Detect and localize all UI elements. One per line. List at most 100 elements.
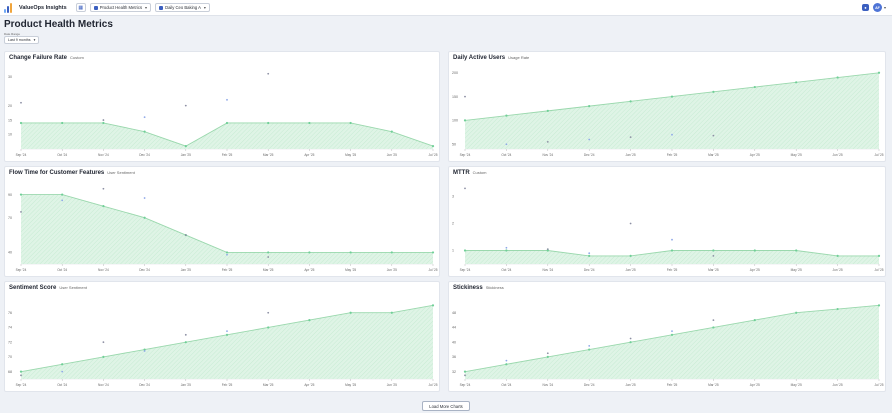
x-tick-label: Dec '24 [139, 268, 150, 272]
series-point [143, 348, 146, 351]
series-point [19, 193, 23, 196]
chart-subtitle: Custom [472, 170, 487, 175]
series-point [308, 318, 311, 322]
scatter-point [20, 101, 22, 104]
scatter-point [184, 333, 187, 336]
series-point [184, 145, 187, 148]
date-range-select[interactable]: Last 9 months ▾ [4, 36, 40, 44]
series-point [431, 145, 435, 148]
chart-subtitle: Custom [70, 55, 84, 60]
scatter-point [226, 98, 228, 101]
series-area [21, 194, 433, 264]
y-tick-label: 90 [8, 193, 12, 197]
x-tick-label: Jul '25 [428, 383, 437, 387]
scatter-point [464, 374, 466, 377]
chart-panel-mttr: MTTR Custom 1 2 3 Sep '24 Oct '24 Nov '24 Dec '… [448, 166, 886, 277]
x-tick-label: Mar '25 [708, 153, 719, 157]
load-more-button[interactable]: Load More Charts [422, 401, 470, 411]
chart-title: Sentiment Score User Sentiment [9, 285, 87, 291]
scatter-point [588, 252, 591, 255]
chart-svg: 68 70 72 74 76 Sep '24 Oct '24 Nov '24 Dec '24 Ja… [8, 304, 438, 387]
chevron-down-icon[interactable]: ▾ [883, 5, 886, 10]
x-tick-label: Feb '25 [667, 268, 678, 272]
series-point [463, 249, 467, 252]
chart-subtitle: Stickiness [485, 285, 504, 290]
x-tick-label: Jun '25 [833, 383, 843, 387]
series-point [877, 304, 881, 307]
scatter-point [712, 134, 715, 137]
x-tick-label: Nov '24 [98, 383, 109, 387]
chart-panel-change-failure-rate: Change Failure Rate Custom 10 15 20 30 Sep '2… [4, 51, 440, 162]
series-point [588, 348, 591, 351]
x-tick-label: May '25 [791, 383, 802, 387]
scatter-point [20, 374, 22, 377]
app-logo-icon[interactable] [4, 2, 14, 13]
series-point [629, 254, 632, 257]
notifications-icon[interactable]: ● [861, 4, 869, 11]
scatter-point [267, 72, 270, 75]
chart-title-text: Sentiment Score [9, 285, 57, 291]
scatter-point [102, 187, 105, 190]
y-tick-label: 3 [452, 195, 454, 199]
team-select-label: Daily Ceo Baking A [165, 5, 201, 10]
x-tick-label: Jun '25 [387, 383, 397, 387]
chart-panel-sentiment-score: Sentiment Score User Sentiment 68 70 72 74 76… [4, 281, 440, 392]
chart-title-text: Flow Time for Customer Features [9, 170, 105, 176]
x-tick-label: Dec '24 [584, 383, 595, 387]
x-tick-label: Mar '25 [708, 383, 719, 387]
avatar[interactable]: AF [872, 3, 882, 12]
x-tick-label: Oct '24 [57, 383, 67, 387]
chart-svg: 50 100 150 200 Sep '24 Oct '24 Nov '24 Dec '24 J… [452, 71, 884, 157]
scatter-point [546, 352, 549, 355]
chart-subtitle: User Sentiment [59, 285, 87, 290]
series-point [629, 100, 632, 103]
x-tick-label: Mar '25 [263, 153, 274, 157]
chart-subtitle: User Sentiment [107, 170, 135, 175]
chart-svg: 10 15 20 30 Sep '24 Oct '24 Nov '24 Dec '24 Jan … [8, 72, 438, 157]
series-point [670, 249, 674, 252]
x-tick-label: Dec '24 [584, 153, 595, 157]
series-point [505, 114, 508, 117]
y-tick-label: 40 [452, 340, 456, 344]
series-point [753, 318, 756, 322]
chart-panel-stickiness: Stickiness Stickiness 32 36 40 44 48 Sep '24 Oc… [448, 281, 886, 392]
x-tick-label: Jan '25 [626, 153, 636, 157]
scatter-point [712, 319, 715, 321]
x-tick-label: Sep '24 [16, 153, 27, 157]
x-tick-label: Jul '25 [874, 268, 883, 272]
x-tick-label: Apr '25 [750, 268, 760, 272]
series-point [505, 249, 508, 252]
dashboard-switcher-icon[interactable]: ▦ [75, 3, 86, 12]
scatter-point [143, 350, 146, 352]
x-tick-label: Nov '24 [542, 153, 553, 157]
x-tick-label: Feb '25 [667, 153, 678, 157]
scatter-point [102, 341, 105, 344]
x-tick-label: Jan '25 [181, 268, 191, 272]
chart-title-text: Daily Active Users [453, 55, 506, 61]
x-tick-label: Apr '25 [750, 153, 760, 157]
y-tick-label: 15 [8, 118, 12, 122]
series-point [546, 109, 549, 112]
chevron-down-icon: ▾ [33, 38, 36, 42]
series-point [349, 311, 352, 314]
scatter-point [546, 248, 549, 251]
series-point [836, 76, 839, 79]
series-area [465, 72, 879, 149]
series-point [225, 251, 229, 254]
dashboard-select[interactable]: Product Health Metrics ▾ [89, 3, 152, 12]
series-point [753, 85, 756, 89]
series-point [431, 304, 435, 307]
x-tick-label: Mar '25 [263, 268, 274, 272]
team-select[interactable]: Daily Ceo Baking A ▾ [155, 3, 210, 12]
x-tick-label: Sep '24 [16, 383, 27, 387]
chart-title-text: MTTR [453, 170, 470, 176]
x-tick-label: Jan '25 [626, 383, 636, 387]
x-tick-label: Nov '24 [542, 383, 553, 387]
scatter-point [267, 311, 270, 314]
scatter-point [61, 370, 64, 373]
x-tick-label: Apr '25 [304, 383, 314, 387]
x-tick-label: Sep '24 [460, 383, 471, 387]
x-tick-label: May '25 [345, 153, 356, 157]
chart-svg: 32 36 40 44 48 Sep '24 Oct '24 Nov '24 Dec '24 Ja… [452, 304, 884, 387]
scatter-point [629, 337, 632, 340]
